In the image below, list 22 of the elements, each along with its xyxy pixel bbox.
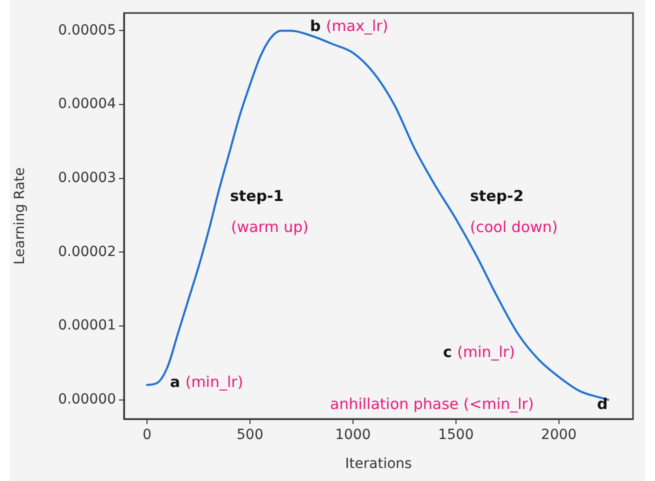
- y-axis-title: Learning Rate: [12, 167, 28, 265]
- annotation: step-2: [470, 186, 524, 205]
- y-tick-label: 0.00002: [58, 244, 116, 260]
- annotation: d: [597, 394, 608, 413]
- x-axis-title: Iterations: [345, 456, 412, 472]
- x-tick-label: 0: [142, 427, 152, 444]
- annotation: step-1: [230, 186, 284, 205]
- x-tick-label: 2000: [541, 427, 577, 444]
- y-tick-label: 0.00005: [58, 22, 116, 38]
- annotation: (cool down): [470, 218, 558, 236]
- annotation: anhillation phase (<min_lr): [330, 394, 534, 413]
- x-tick-label: 1000: [335, 427, 371, 444]
- annotation: (warm up): [231, 218, 308, 236]
- x-tick-label: 1500: [438, 427, 474, 444]
- annotation: a (min_lr): [170, 372, 244, 391]
- y-tick-label: 0.00003: [58, 170, 116, 186]
- y-tick-label: 0.00004: [58, 96, 116, 112]
- y-tick-label: 0.00000: [58, 391, 116, 408]
- x-tick-label: 500: [236, 427, 264, 444]
- y-tick-label: 0.00001: [58, 318, 116, 334]
- annotation: c (min_lr): [443, 342, 515, 361]
- annotation: b (max_lr): [310, 16, 388, 35]
